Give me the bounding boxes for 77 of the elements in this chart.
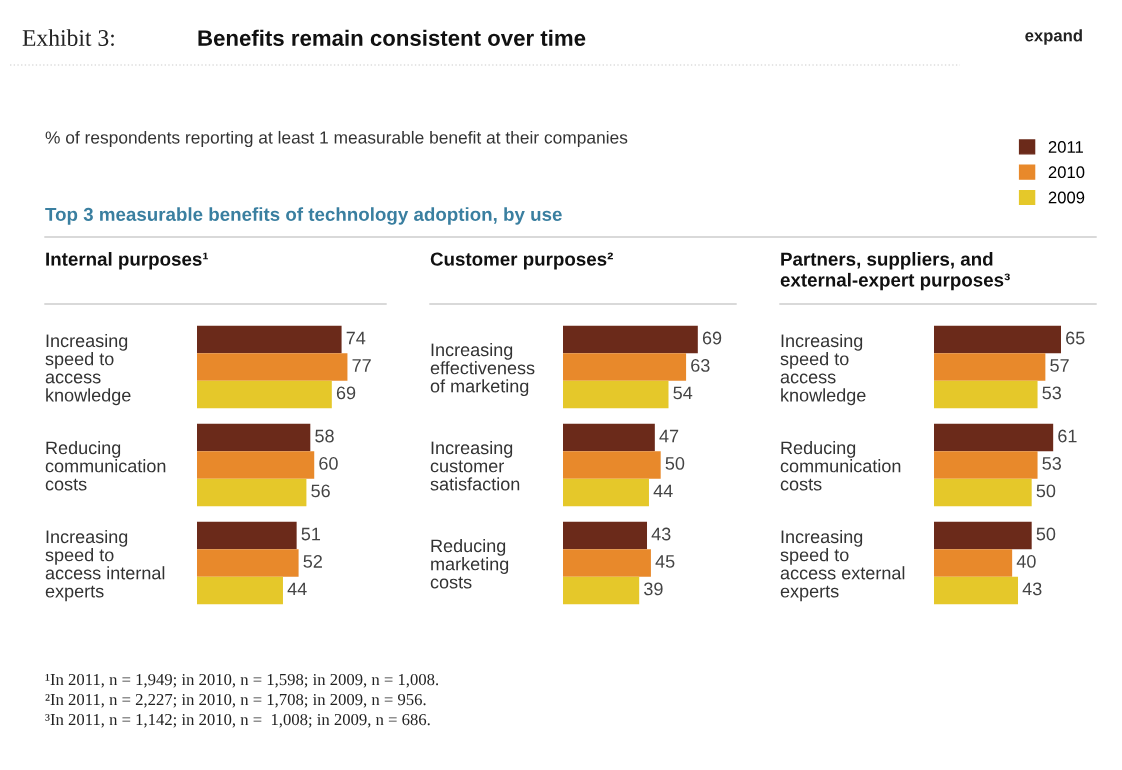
bar bbox=[197, 576, 283, 605]
y-tick-label: Reducing communication costs bbox=[780, 440, 901, 491]
data-label: 45 bbox=[655, 555, 675, 568]
text: ²In 2011, n = 2,227; in 2010, n = 1,708; in 2009, n = 956. bbox=[45, 693, 426, 708]
bar bbox=[563, 451, 661, 479]
data-label: 63 bbox=[691, 359, 710, 372]
bar bbox=[563, 353, 687, 381]
data-label: 51 bbox=[301, 527, 321, 541]
bar bbox=[934, 423, 1054, 452]
chart-title: Customer purposes² bbox=[430, 252, 613, 270]
y-tick-label: Increasing effectiveness of marketing bbox=[430, 342, 535, 397]
bar bbox=[197, 549, 299, 577]
data-label: 47 bbox=[659, 429, 679, 443]
data-label: 69 bbox=[702, 331, 722, 345]
y-tick-label: Increasing speed to access knowledge bbox=[780, 333, 866, 406]
data-label: 56 bbox=[311, 484, 330, 498]
data-label: 77 bbox=[352, 359, 371, 372]
y-tick-label: Reducing communication costs bbox=[45, 440, 166, 491]
bar bbox=[934, 353, 1046, 381]
data-label: 74 bbox=[346, 331, 366, 345]
bar bbox=[197, 325, 342, 354]
text: % of respondents reporting at least 1 measurable benefit at their companies bbox=[45, 130, 628, 148]
bar bbox=[934, 576, 1019, 605]
bar bbox=[934, 521, 1032, 550]
text: ¹In 2011, n = 1,949; in 2010, n = 1,598; in 2009, n = 1,008. bbox=[45, 673, 439, 688]
legend-label: 2011 bbox=[1048, 141, 1083, 153]
data-label: 50 bbox=[1036, 484, 1056, 498]
text: Exhibit 3: bbox=[22, 29, 114, 47]
text: expand bbox=[1025, 29, 1082, 45]
bar bbox=[197, 423, 311, 452]
data-label: 54 bbox=[673, 386, 693, 400]
data-label: 39 bbox=[644, 582, 663, 596]
text: Benefits remain consistent over time bbox=[198, 29, 586, 46]
bar bbox=[934, 549, 1013, 577]
data-label: 65 bbox=[1066, 331, 1085, 345]
data-label: 50 bbox=[1036, 527, 1056, 541]
legend-label: 2010 bbox=[1048, 166, 1085, 179]
data-label: 43 bbox=[1022, 582, 1042, 596]
data-label: 40 bbox=[1016, 555, 1036, 568]
data-label: 60 bbox=[319, 457, 338, 470]
y-tick-label: Increasing customer satisfaction bbox=[430, 440, 520, 491]
data-label: 44 bbox=[287, 582, 307, 596]
bar bbox=[197, 451, 315, 479]
bar bbox=[563, 521, 648, 550]
chart-title: Internal purposes¹ bbox=[46, 252, 208, 270]
data-label: 53 bbox=[1042, 386, 1062, 400]
bar bbox=[934, 380, 1038, 409]
data-label: 61 bbox=[1058, 429, 1077, 443]
text: Top 3 measurable benefits of technology adoption, by use bbox=[45, 207, 562, 225]
data-label: 53 bbox=[1042, 457, 1062, 470]
legend-label: 2009 bbox=[1048, 191, 1085, 204]
data-label: 58 bbox=[315, 429, 334, 443]
bar bbox=[563, 380, 669, 409]
chart-title: Partners, suppliers, and external-expert purposes³ bbox=[780, 252, 1010, 291]
data-label: 44 bbox=[653, 484, 673, 498]
bar bbox=[934, 451, 1038, 479]
text: ³In 2011, n = 1,142; in 2010, n = 1,008; in 2009, n = 686. bbox=[45, 713, 430, 728]
bar bbox=[197, 478, 307, 507]
bar bbox=[563, 423, 655, 452]
bar bbox=[563, 549, 651, 577]
bar bbox=[934, 478, 1032, 507]
data-label: 57 bbox=[1050, 359, 1069, 372]
data-label: 50 bbox=[665, 457, 685, 470]
bar bbox=[563, 576, 640, 605]
bar bbox=[563, 325, 698, 354]
y-tick-label: Increasing speed to access knowledge bbox=[45, 333, 131, 406]
bar bbox=[197, 521, 297, 550]
bar bbox=[934, 325, 1061, 354]
bar bbox=[197, 353, 348, 381]
y-tick-label: Increasing speed to access internal experts bbox=[45, 529, 165, 602]
y-tick-label: Reducing marketing costs bbox=[430, 538, 509, 589]
bar bbox=[563, 478, 649, 507]
data-label: 52 bbox=[303, 555, 322, 568]
bar bbox=[197, 380, 332, 409]
y-tick-label: Increasing speed to access external experts bbox=[780, 529, 905, 602]
data-label: 43 bbox=[651, 527, 671, 541]
data-label: 69 bbox=[336, 386, 356, 400]
